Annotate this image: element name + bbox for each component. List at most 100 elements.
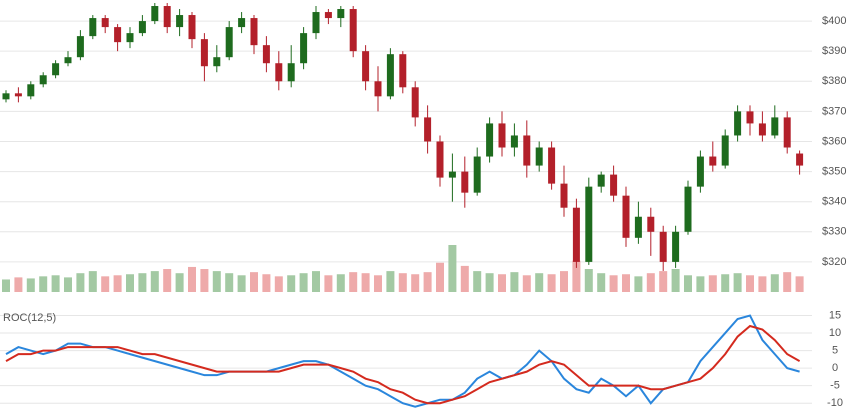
volume-bar <box>287 275 296 292</box>
y-tick-label: 5 <box>832 345 838 357</box>
volume-bar <box>758 276 767 292</box>
candle-body <box>486 123 494 157</box>
candle-body <box>647 216 655 232</box>
candle-body <box>138 21 146 34</box>
volume-bar <box>522 275 531 292</box>
candle-body <box>200 39 208 67</box>
y-tick-label: $360 <box>822 135 846 147</box>
candle-body <box>399 54 407 88</box>
candle-body <box>114 27 122 43</box>
candle-body <box>52 63 60 76</box>
candle-body <box>672 231 680 262</box>
y-tick-label: 10 <box>829 327 841 339</box>
y-tick-label: -10 <box>827 397 843 409</box>
candle-body <box>585 186 593 262</box>
volume-bar <box>150 271 159 292</box>
volume-bar <box>770 274 779 292</box>
volume-bar <box>733 273 742 292</box>
volume-bar <box>212 271 221 292</box>
y-tick-label: $380 <box>822 75 846 87</box>
candle-body <box>287 63 295 82</box>
candle-body <box>14 93 22 97</box>
candle-body <box>64 57 72 64</box>
volume-bar <box>646 273 655 292</box>
volume-bar <box>684 275 692 292</box>
volume-bar <box>708 275 717 292</box>
candle-body <box>275 63 283 82</box>
candle-body <box>610 174 618 196</box>
volume-bar <box>175 273 184 292</box>
candle-body <box>374 81 382 97</box>
candle-body <box>238 18 246 28</box>
candle-body <box>262 45 270 64</box>
candle-body <box>176 15 184 28</box>
y-tick-label: $330 <box>822 226 846 238</box>
candle-body <box>411 87 419 118</box>
candle-body <box>188 15 196 40</box>
y-tick-label: -5 <box>830 380 840 392</box>
volume-bar <box>374 275 382 292</box>
candle-body <box>696 156 704 187</box>
volume-bar <box>510 272 519 292</box>
volume-bar <box>584 269 593 292</box>
volume-bar <box>26 278 35 292</box>
y-tick-label: $320 <box>822 256 846 268</box>
candle-body <box>709 156 717 166</box>
candle-body <box>771 117 779 136</box>
candle-body <box>535 147 543 166</box>
volume-bar <box>200 269 209 292</box>
candle-body <box>436 141 444 178</box>
volume-bar <box>138 273 147 292</box>
candle-body <box>312 12 320 34</box>
volume-bar <box>262 274 271 292</box>
candle-body <box>721 135 729 166</box>
volume-bar <box>547 274 556 292</box>
volume-bar <box>312 271 320 292</box>
y-tick-label: 15 <box>829 309 841 321</box>
volume-bar <box>250 272 258 292</box>
volume-bar <box>609 275 618 292</box>
volume-bar <box>535 273 544 292</box>
candle-body <box>461 171 469 193</box>
indicator-line <box>5 324 801 405</box>
candle-body <box>337 9 345 19</box>
candle-body <box>2 93 10 100</box>
volume-bar <box>274 276 283 292</box>
volume-bar <box>336 274 345 292</box>
candle-body <box>758 123 766 136</box>
y-tick-label: $370 <box>822 105 846 117</box>
y-tick-label: $350 <box>822 165 846 177</box>
volume-bar <box>411 274 420 292</box>
volume-bar <box>721 274 730 292</box>
candle-body <box>734 111 742 136</box>
volume-bar <box>597 273 606 292</box>
volume-bar <box>225 273 234 292</box>
volume-bar <box>423 272 432 292</box>
volume-bar <box>361 273 370 292</box>
candle-body <box>783 117 791 148</box>
y-tick-label: $390 <box>822 45 846 57</box>
candle-body <box>300 33 308 64</box>
candle-body <box>424 117 432 142</box>
candle-body <box>597 174 605 187</box>
candle-body <box>89 18 97 37</box>
candle-body <box>126 33 134 43</box>
volume-bar <box>622 274 630 292</box>
candle-body <box>746 111 754 124</box>
volume-bar <box>101 276 110 292</box>
candle-body <box>349 9 357 52</box>
volume-bar <box>349 272 358 292</box>
volume-bar <box>560 271 568 292</box>
candle-body <box>510 135 518 148</box>
volume-bar <box>2 279 10 292</box>
candle-body <box>796 153 804 166</box>
volume-bar <box>398 273 407 292</box>
candle-body <box>448 171 456 178</box>
volume-bar <box>64 277 72 292</box>
volume-bar <box>696 276 705 292</box>
candle-body <box>659 231 667 262</box>
volume-bar <box>783 272 792 292</box>
volume-bar <box>473 271 482 292</box>
candle-body <box>634 216 642 238</box>
